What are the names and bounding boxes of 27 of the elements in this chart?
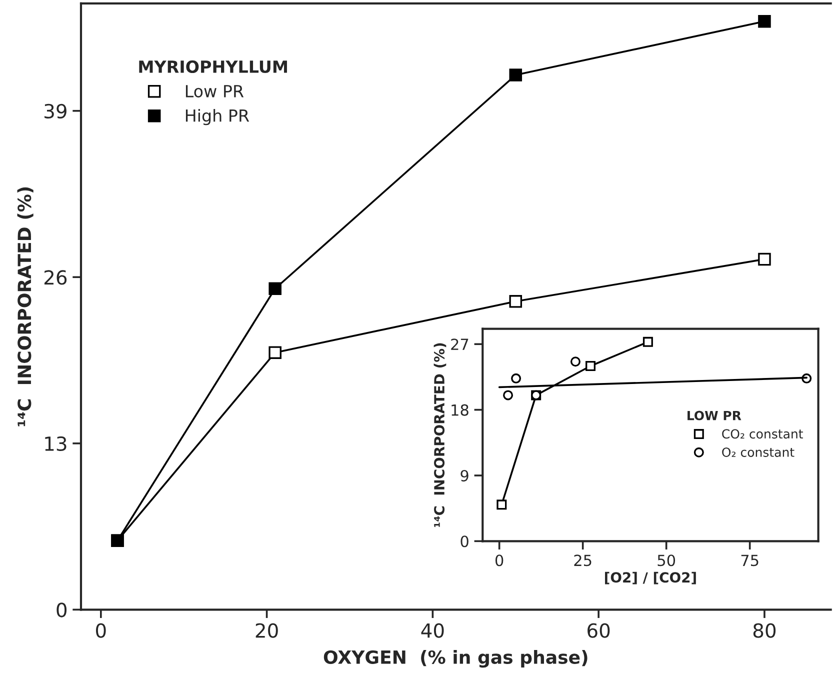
- x-tick-label: 60: [588, 623, 610, 638]
- x-tick-label: 40: [421, 623, 444, 638]
- y-tick-label: 0: [56, 602, 67, 618]
- y-tick-label: 18: [452, 404, 468, 416]
- x-tick-label: 20: [256, 623, 278, 638]
- y-tick-label: 0: [460, 536, 468, 548]
- y-tick-label: 39: [44, 104, 66, 119]
- legend-title: LOW PR: [688, 410, 742, 420]
- x-axis-title: [O2] / [CO2]: [605, 572, 696, 584]
- x-tick-label: 80: [753, 623, 776, 638]
- y-axis-title: ¹⁴C INCORPORATED (%): [17, 187, 34, 426]
- x-tick-label: 25: [574, 554, 592, 566]
- x-tick-label: 75: [741, 554, 758, 566]
- y-axis-title: ¹⁴C INCORPORATED (%): [434, 343, 446, 528]
- y-tick-label: 13: [45, 436, 66, 452]
- legend-label: CO₂ constant: [722, 429, 803, 439]
- legend-label: O₂ constant: [722, 447, 794, 457]
- x-axis-title: OXYGEN (% in gas phase): [324, 650, 588, 668]
- legend-label: High PR: [186, 109, 250, 126]
- x-tick-label: 0: [96, 623, 106, 638]
- x-tick-label: 50: [658, 554, 676, 566]
- y-tick-label: 9: [460, 470, 468, 482]
- y-tick-label: 27: [451, 338, 468, 350]
- y-tick-label: 26: [44, 270, 67, 285]
- legend-title: MYRIOPHYLLUM: [139, 60, 287, 73]
- legend-label: Low PR: [186, 85, 244, 98]
- x-tick-label: 0: [495, 554, 504, 566]
